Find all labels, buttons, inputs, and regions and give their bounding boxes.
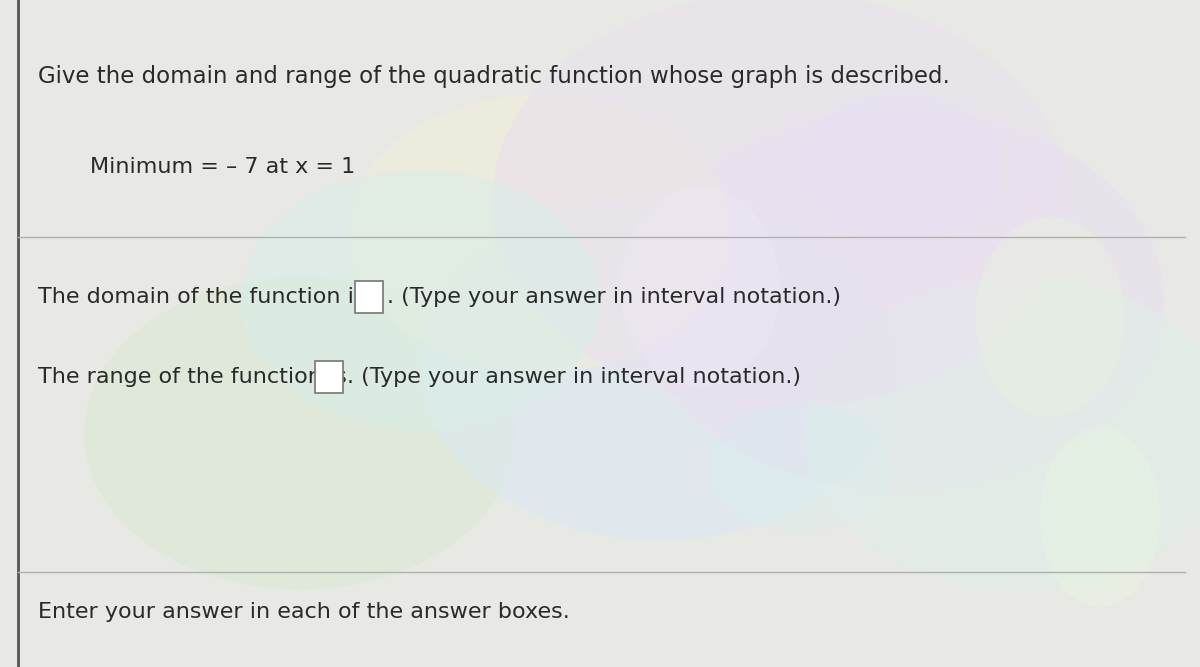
Ellipse shape [710,402,890,532]
Ellipse shape [636,109,1164,491]
Ellipse shape [1040,427,1160,607]
Bar [314,361,343,393]
Ellipse shape [348,95,732,372]
Ellipse shape [800,92,1000,242]
Text: . (Type your answer in interval notation.): . (Type your answer in interval notation… [386,287,841,307]
Text: The range of the function is: The range of the function is [38,367,347,387]
Text: . (Type your answer in interval notation.): . (Type your answer in interval notation… [347,367,802,387]
Ellipse shape [84,277,516,590]
Ellipse shape [492,0,1068,408]
Text: Enter your answer in each of the answer boxes.: Enter your answer in each of the answer … [38,602,570,622]
Text: Minimum = – 7 at x = 1: Minimum = – 7 at x = 1 [90,157,355,177]
Ellipse shape [974,217,1126,417]
Text: Give the domain and range of the quadratic function whose graph is described.: Give the domain and range of the quadrat… [38,65,950,89]
Text: The domain of the function is: The domain of the function is [38,287,366,307]
Ellipse shape [420,193,900,540]
Ellipse shape [804,277,1200,590]
Ellipse shape [620,187,780,387]
Bar [355,281,383,313]
Ellipse shape [240,170,600,430]
